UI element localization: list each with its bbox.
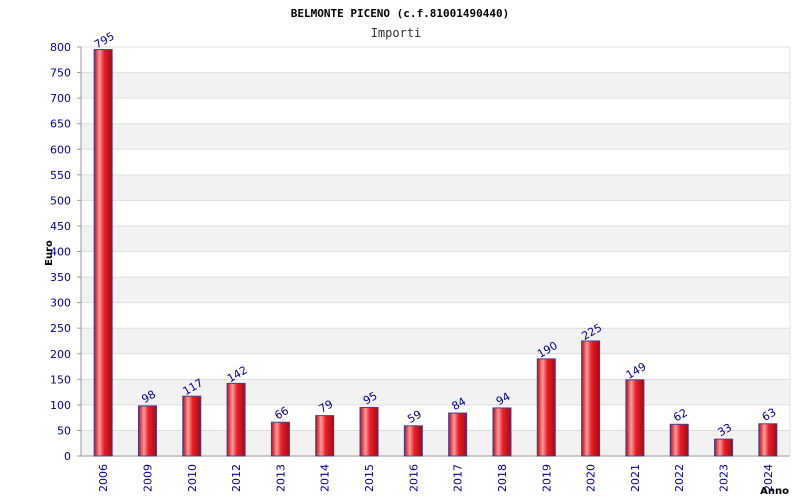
- value-label-2022: 62: [671, 406, 690, 424]
- bar-2010: [182, 395, 202, 457]
- x-tick-label-2016: 2016: [407, 464, 420, 492]
- value-label-2013: 66: [272, 404, 291, 422]
- y-tick-label: 650: [50, 118, 71, 131]
- value-label-2018: 94: [494, 390, 513, 408]
- y-tick-label: 400: [50, 246, 71, 259]
- y-tick-label: 50: [57, 424, 71, 437]
- grid-bands: [81, 46, 790, 457]
- bar-2018: [492, 407, 512, 457]
- y-tick-label: 700: [50, 92, 71, 105]
- bar-2023: [714, 438, 734, 457]
- x-tick-label-2020: 2020: [585, 464, 598, 492]
- x-tick-label-2009: 2009: [141, 464, 154, 492]
- y-tick-label: 550: [50, 169, 71, 182]
- grid-band: [81, 225, 790, 252]
- x-axis-label: Anno: [760, 486, 789, 497]
- x-tick-label-2006: 2006: [97, 464, 110, 492]
- y-tick-label: 100: [50, 399, 71, 412]
- y-tick-label: 800: [50, 41, 71, 54]
- value-label-2014: 79: [317, 397, 336, 415]
- bar-2013: [270, 421, 290, 457]
- y-tick-label: 500: [50, 194, 71, 207]
- bar-2021: [625, 379, 645, 457]
- value-label-2021: 149: [624, 360, 649, 382]
- x-tick-label-2017: 2017: [452, 464, 465, 492]
- value-label-2024: 63: [760, 406, 779, 424]
- x-tick-label-2022: 2022: [673, 464, 686, 492]
- x-tick-label-2013: 2013: [274, 464, 287, 492]
- y-tick-label: 750: [50, 67, 71, 80]
- x-tick-label-2019: 2019: [540, 464, 553, 492]
- x-tick-label-2014: 2014: [319, 464, 332, 492]
- bar-2020: [581, 340, 601, 457]
- value-label-2009: 98: [139, 388, 158, 406]
- bar-2016: [403, 425, 423, 457]
- y-tick-label: 200: [50, 348, 71, 361]
- value-label-2017: 84: [450, 395, 469, 413]
- y-tick-label: 250: [50, 322, 71, 335]
- bar-2009: [137, 405, 157, 457]
- y-tick-label: 300: [50, 297, 71, 310]
- y-axis-label: Euro: [44, 240, 55, 266]
- bar-2006: [93, 49, 113, 457]
- x-tick-label-2024: 2024: [762, 464, 775, 492]
- grid-band: [81, 277, 790, 303]
- bar-2022: [669, 423, 689, 457]
- grid-band: [81, 328, 790, 354]
- y-tick-label: 600: [50, 143, 71, 156]
- y-tick-label: 450: [50, 220, 71, 233]
- value-label-2015: 95: [361, 389, 380, 407]
- x-tick-label-2015: 2015: [363, 464, 376, 492]
- chart-subtitle: Importi: [371, 26, 422, 40]
- bar-2017: [448, 412, 468, 457]
- x-axis-ticks: 2006 2009 2010 2012 2013 2014 2015 2016 2017 2018…: [97, 464, 775, 492]
- x-tick-label-2010: 2010: [186, 464, 199, 492]
- grid-band: [81, 174, 790, 201]
- grid-band: [81, 123, 790, 150]
- x-tick-label-2021: 2021: [629, 464, 642, 492]
- bar-2019: [536, 358, 556, 457]
- x-tick-label-2012: 2012: [230, 464, 243, 492]
- y-tick-label: 150: [50, 373, 71, 386]
- chart-title: BELMONTE PICENO (c.f.81001490440): [291, 7, 510, 20]
- y-tick-label: 0: [64, 450, 71, 463]
- y-axis-ticks: 0 50 100 150 200 250 300 350 400 450 500 550 600 650 7…: [50, 41, 81, 463]
- x-tick-label-2018: 2018: [496, 464, 509, 492]
- grid-band: [81, 72, 790, 99]
- bar-2012: [226, 382, 246, 457]
- value-label-2006: 795: [92, 30, 117, 52]
- value-label-2016: 59: [405, 408, 424, 426]
- bar-2024: [758, 423, 778, 457]
- bars: [93, 49, 778, 457]
- bar-2014: [315, 415, 335, 457]
- y-tick-label: 350: [50, 271, 71, 284]
- value-label-2023: 33: [715, 421, 734, 439]
- x-tick-label-2023: 2023: [718, 464, 731, 492]
- bar-2015: [359, 406, 379, 457]
